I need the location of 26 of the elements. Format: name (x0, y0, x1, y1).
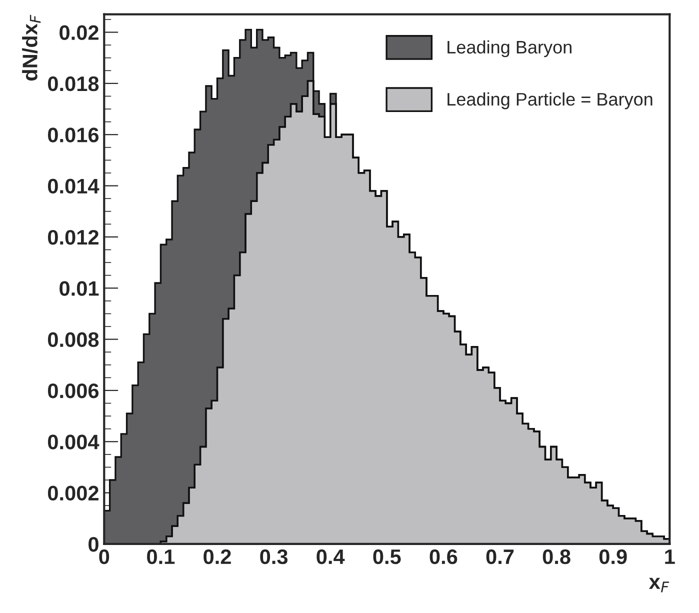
y-tick-label: 0.018 (48, 76, 99, 92)
x-tick-label: 0.7 (486, 549, 514, 564)
x-tick-label: 0.4 (316, 549, 345, 564)
x-tick-label: 0.2 (204, 549, 231, 564)
x-tick-label: 1 (665, 550, 675, 564)
x-tick-label: 0.8 (542, 549, 570, 564)
y-tick-label: 0.006 (48, 383, 99, 398)
legend-label: Leading Baryon (448, 40, 572, 58)
x-tick-label: 0.9 (599, 549, 627, 564)
y-tick-label: 0.014 (48, 178, 100, 194)
y-tick-label: 0.002 (48, 486, 98, 501)
y-tick-label: 0.008 (48, 332, 99, 348)
x-tick-label: 0.3 (260, 549, 288, 564)
y-tick-label: 0.012 (48, 230, 98, 245)
x-tick-label: 0.6 (430, 549, 458, 564)
x-axis-title: x$_{F}$ (648, 578, 670, 592)
y-tick-label: 0.004 (48, 434, 100, 450)
legend-label: Leading Particle = Baryon (448, 92, 652, 110)
y-axis-title: dN/dx$_{F}$ (22, 14, 41, 81)
x-tick-label: 0.5 (373, 549, 401, 564)
y-tick-label: 0 (88, 536, 98, 552)
y-tick-label: 0.01 (60, 281, 99, 296)
x-tick-label: 0 (99, 549, 110, 564)
x-tick-label: 0.1 (147, 549, 175, 564)
y-tick-label: 0.016 (48, 128, 99, 142)
y-tick-label: 0.02 (60, 25, 98, 40)
